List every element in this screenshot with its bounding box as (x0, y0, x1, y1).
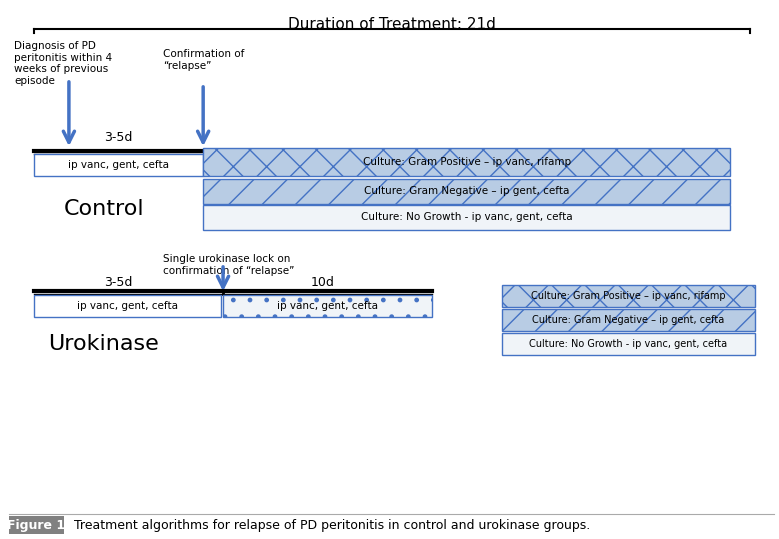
Bar (203, 148, 730, 176)
Bar (502, 285, 755, 307)
Text: Culture: Gram Positive – ip vanc, rifamp: Culture: Gram Positive – ip vanc, rifamp (531, 291, 726, 301)
Text: Culture: Gram Negative – ip gent, cefta: Culture: Gram Negative – ip gent, cefta (532, 315, 724, 325)
Text: Confirmation of
“relapse”: Confirmation of “relapse” (164, 49, 245, 71)
Text: ip vanc, gent, cefta: ip vanc, gent, cefta (77, 301, 178, 311)
Text: Culture: Gram Positive – ip vanc, rifamp: Culture: Gram Positive – ip vanc, rifamp (363, 157, 571, 167)
Text: Figure 1: Figure 1 (7, 519, 65, 531)
Text: Culture: No Growth - ip vanc, gent, cefta: Culture: No Growth - ip vanc, gent, ceft… (529, 339, 728, 349)
Text: ip vanc, gent, cefta: ip vanc, gent, cefta (277, 301, 378, 311)
Text: Urokinase: Urokinase (48, 334, 159, 354)
Bar (502, 333, 755, 355)
Text: Treatment algorithms for relapse of PD peritonitis in control and urokinase grou: Treatment algorithms for relapse of PD p… (66, 519, 590, 531)
Text: Culture: Gram Negative – ip gent, cefta: Culture: Gram Negative – ip gent, cefta (364, 186, 569, 197)
Text: Diagnosis of PD
peritonitis within 4
weeks of previous
episode: Diagnosis of PD peritonitis within 4 wee… (14, 41, 112, 86)
Text: ip vanc, gent, cefta: ip vanc, gent, cefta (68, 160, 169, 170)
Text: Duration of Treatment: 21d: Duration of Treatment: 21d (288, 17, 496, 32)
Bar (34, 154, 203, 176)
Bar (203, 205, 730, 230)
Text: 10d: 10d (311, 276, 334, 289)
Text: Culture: No Growth - ip vanc, gent, cefta: Culture: No Growth - ip vanc, gent, ceft… (361, 212, 573, 223)
Text: Control: Control (63, 199, 144, 219)
Text: 3-5d: 3-5d (104, 276, 133, 289)
Bar (9, 516, 64, 534)
Bar (203, 179, 730, 204)
Bar (502, 309, 755, 331)
Bar (34, 295, 221, 317)
Text: Single urokinase lock on
confirmation of “relapse”: Single urokinase lock on confirmation of… (164, 254, 294, 275)
Text: 3-5d: 3-5d (104, 131, 133, 144)
Bar (223, 295, 432, 317)
